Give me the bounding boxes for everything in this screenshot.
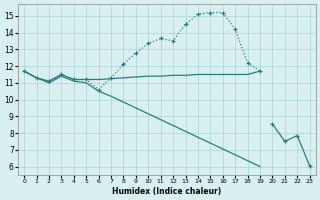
X-axis label: Humidex (Indice chaleur): Humidex (Indice chaleur) <box>112 187 221 196</box>
